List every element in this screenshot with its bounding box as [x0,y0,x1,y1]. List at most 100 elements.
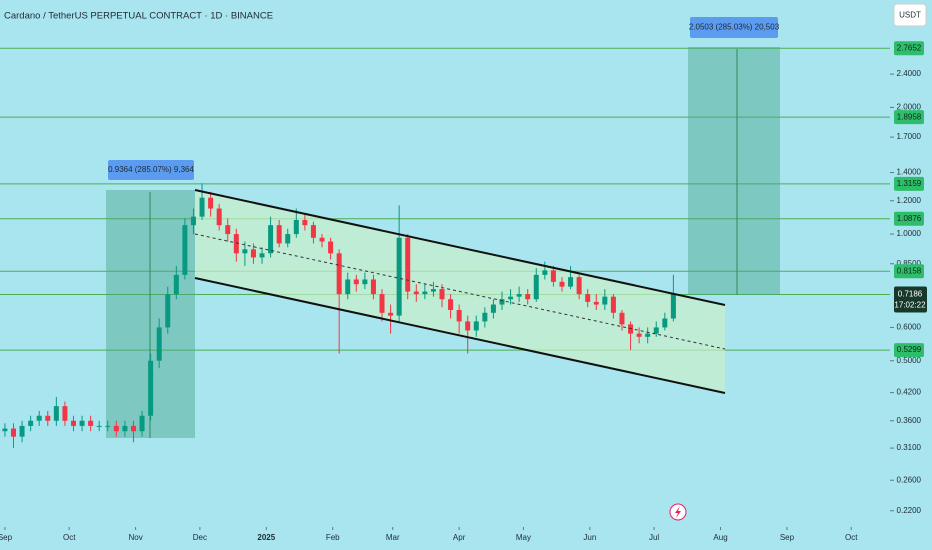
y-tick-label: 0.2600 [897,475,922,484]
candle-body [388,312,394,316]
candle-body [276,225,282,244]
channel-mid [194,233,726,350]
level-badge [894,41,924,56]
candle-body [396,237,402,316]
x-tick-label: Mar [386,533,400,542]
chart-title: Cardano / TetherUS PERPETUAL CONTRACT · … [4,11,273,22]
levels [0,47,890,351]
candle-body [62,406,68,421]
x-tick-label: Jul [649,533,659,542]
candle-body [233,234,239,254]
candle-body [430,289,436,292]
candle-body [148,360,154,416]
candle-body [310,225,316,238]
candle-body [362,279,368,285]
candle-body [559,281,565,287]
candle-body [70,420,76,426]
candle-body [353,279,359,285]
candle-body [473,321,479,331]
y-tick-label: 0.2200 [897,506,922,515]
candle-body [156,327,162,361]
channel-upper [194,189,726,306]
y-tick-label: 2.0000 [897,103,922,112]
candle-body [610,296,616,313]
candle-body [482,312,488,322]
candle-body [525,294,531,300]
x-tick-label: Oct [845,533,858,542]
candle-body [465,321,471,331]
x-tick-label: Dec [193,533,207,542]
candle-body [533,274,539,300]
candle-body [662,318,668,328]
candle-body [619,312,625,325]
last-price-label: 0.7186 [898,290,923,299]
candle-body [225,225,231,235]
level-label: 0.8158 [897,266,922,275]
candle-body [550,270,556,282]
candle-body [593,301,599,305]
candle-body [645,333,651,337]
measure-label: 2.0503 (285.03%) 20,503 [689,23,780,32]
candle-body [250,249,256,258]
candle-body [670,294,676,319]
countdown: 17:02:22 [894,301,926,310]
candle-body [36,415,42,421]
x-tick-label: Feb [326,533,340,542]
candle-body [259,253,265,258]
candle-body [653,327,659,334]
candle-body [173,274,179,295]
candle-body [122,425,128,432]
measure-label-bg [108,160,194,180]
candle-body [190,216,196,226]
y-tick-label: 1.0000 [897,229,922,238]
measure-box [688,47,780,295]
level-label: 0.5299 [897,345,922,354]
candle-body [439,289,445,300]
y-tick-label: 0.8500 [897,259,922,268]
level-badge [894,211,924,226]
currency-label: USDT [899,11,921,20]
candle-body [105,425,111,427]
candle-body [139,415,145,432]
candle-body [336,253,342,295]
x-tick-label: Nov [129,533,143,542]
candle-body [345,279,351,295]
level-badge [894,264,924,279]
y-tick-label: 1.4000 [897,168,922,177]
candle-body [542,270,548,275]
candle-body [113,425,119,432]
y-tick-label: 2.4000 [897,69,922,78]
currency-button[interactable] [893,3,927,27]
y-tick-label: 0.3600 [897,416,922,425]
level-label: 1.8958 [897,112,922,121]
level-label: 1.3159 [897,179,922,188]
candle-body [88,420,94,426]
x-tick-label: 2025 [257,533,275,542]
candle-body [490,304,496,313]
level-label: 1.0876 [897,214,922,223]
candle-body [516,294,522,297]
candle-body [636,333,642,337]
x-tick-label: Apr [453,533,466,542]
last-price-badge [894,286,927,313]
y-tick-label: 0.4200 [897,388,922,397]
candle-body [45,415,51,421]
candle-body [602,296,608,305]
x-tick-label: Oct [63,533,76,542]
candle-body [216,208,222,226]
candle-body [328,241,334,254]
level-badge [894,110,924,125]
candle-body [28,420,34,426]
y-tick-label: 0.3100 [897,443,922,452]
x-tick-label: Sep [0,533,13,542]
candle-body [130,425,136,432]
candle-body [10,428,16,437]
candle-body [199,197,205,217]
candle-body [370,279,376,295]
x-tick-label: Jun [583,533,596,542]
candle-body [242,249,248,254]
candle-body [302,220,308,226]
candle-body [268,225,274,254]
candle-body [19,425,25,437]
